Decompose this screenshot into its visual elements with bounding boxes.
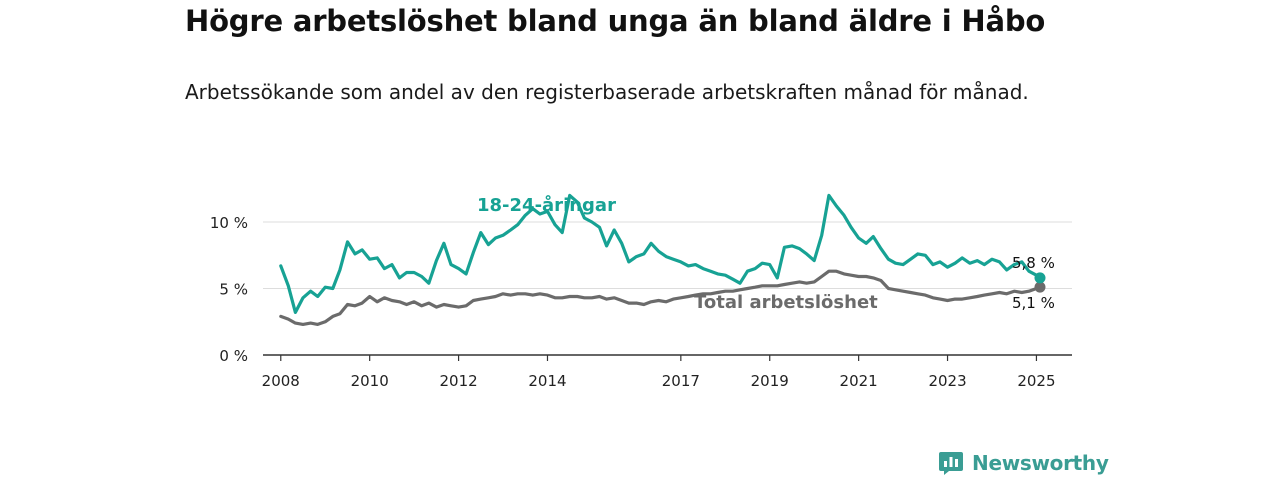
logo-bar-3 (955, 459, 958, 467)
line-chart: 0 %5 %10 % 2008 2010 2012 2014 2017 2019 2021 2… (210, 193, 1072, 390)
x-tick-label: 2017 (662, 372, 700, 390)
x-tick-label: 2019 (751, 372, 789, 390)
series-line-0 (279, 193, 1042, 314)
end-value-label-total: 5,1 % (1012, 294, 1055, 312)
bar-chart-speech-bubble-icon (939, 452, 963, 475)
x-tick-label: 2012 (439, 372, 477, 390)
series-end-point-0 (1034, 272, 1046, 284)
brand[interactable]: Newsworthy (938, 450, 1109, 476)
x-tick-label: 2014 (528, 372, 566, 390)
x-tick-label: 2010 (351, 372, 389, 390)
logo-bar-2 (949, 457, 953, 467)
series-label-total: Total arbetslöshet (694, 292, 878, 313)
logo-bar-1 (944, 461, 947, 467)
end-value-label-youth: 5,8 % (1012, 254, 1055, 272)
y-axis: 0 % 5 % 10 % (210, 214, 248, 365)
y-tick-label: 5 % (219, 281, 248, 299)
chart-title: Högre arbetslöshet bland unga än bland ä… (185, 4, 1046, 38)
x-tick-label: 2021 (840, 372, 878, 390)
x-tick-label: 2025 (1017, 372, 1055, 390)
series-labels: 18-24-åringar Total arbetslöshet 5,8 % 5,1 … (477, 194, 1055, 313)
brand-name: Newsworthy (972, 451, 1109, 475)
series-lines (279, 193, 1046, 326)
x-tick-label: 2023 (928, 372, 966, 390)
y-tick-label: 10 % (210, 214, 248, 232)
y-tick-label: 0 % (219, 347, 248, 365)
series-end-point-1 (1034, 281, 1046, 293)
series-label-youth: 18-24-åringar (477, 194, 616, 216)
gridlines (263, 221, 1072, 289)
series-line-1 (279, 269, 1042, 326)
chart-subtitle: Arbetssökande som andel av den registerb… (185, 80, 1029, 104)
x-tick-label: 2008 (262, 372, 300, 390)
x-axis: 2008 2010 2012 2014 2017 2019 2021 2023 2025 (262, 354, 1072, 390)
